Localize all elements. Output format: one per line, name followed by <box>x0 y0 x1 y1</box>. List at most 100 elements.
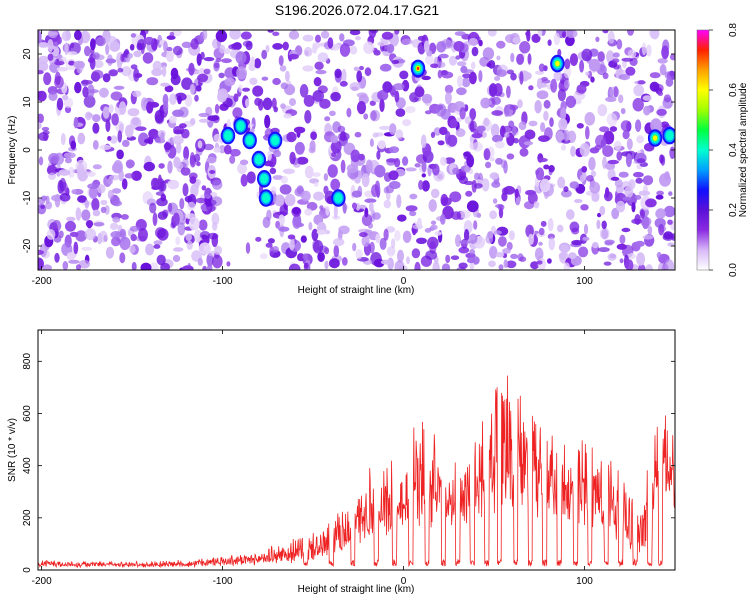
spectrogram-cell <box>155 227 166 239</box>
spectrogram-cell <box>99 144 112 150</box>
spectrogram-cell <box>367 222 373 229</box>
spectrogram-cell <box>580 204 589 211</box>
spectrogram-hot-spot <box>334 193 343 203</box>
spectrogram-cell <box>655 194 664 200</box>
spectrogram-cell <box>54 252 60 263</box>
spectrogram-cell <box>421 93 433 104</box>
spectrogram-cell <box>658 223 665 236</box>
spectrogram-cell <box>43 134 49 142</box>
spectrogram-cell <box>337 230 343 241</box>
spectrogram-cell <box>563 79 570 89</box>
y-tick-label: 0 <box>22 567 33 573</box>
spectrogram-cell <box>663 205 675 218</box>
spectrogram-cell <box>515 195 521 206</box>
spectrogram-cell <box>414 163 421 168</box>
spectrogram-cell <box>569 53 579 66</box>
spectrogram-hot-spot <box>260 173 269 184</box>
spectrogram-cell <box>466 154 475 168</box>
spectrogram-cell <box>417 42 426 55</box>
spectrogram-cell <box>54 75 64 89</box>
spectrogram-cell <box>279 65 287 72</box>
spectrogram-cell <box>469 261 475 270</box>
spectrogram-cell <box>299 84 309 98</box>
spectrogram-cell <box>84 111 92 121</box>
spectrogram-cell <box>38 249 44 256</box>
spectrogram-cell <box>339 43 351 57</box>
spectrogram-cell <box>605 96 617 102</box>
spectrogram-cell <box>111 113 119 126</box>
spectrogram-cell <box>395 129 404 140</box>
spectrogram-cell <box>597 104 608 117</box>
spectrogram-cell <box>245 242 251 254</box>
spectrogram-cell <box>606 50 615 64</box>
spectrogram-cell <box>565 95 577 109</box>
spectrogram-cell <box>75 230 87 242</box>
spectrogram-cell <box>182 265 194 270</box>
spectrogram-cell <box>150 177 159 190</box>
x-tick-label: -200 <box>32 276 52 287</box>
spectrogram-cell <box>626 138 633 151</box>
spectrogram-cell <box>206 156 217 164</box>
figure-title: S196.2026.072.04.17.G21 <box>275 2 439 18</box>
spectrogram-cell <box>622 130 630 140</box>
spectrogram-cell <box>355 36 361 41</box>
spectrogram-cell <box>638 190 651 196</box>
spectrogram-cell <box>146 77 159 86</box>
spectrogram-cell <box>195 85 202 92</box>
spectrogram-cell <box>576 84 587 94</box>
spectrogram-cell <box>469 233 478 245</box>
spectrogram-cell <box>86 171 96 177</box>
spectrogram-cell <box>175 236 181 246</box>
spectrogram-cell <box>440 156 447 166</box>
spectrogram-cell <box>255 236 262 242</box>
spectrogram-cell <box>153 244 161 249</box>
spectrogram-cell <box>351 190 362 198</box>
spectrogram-cell <box>379 237 387 250</box>
spectrogram-cell <box>166 35 176 40</box>
spectrogram-cell <box>603 30 609 34</box>
spectrogram-cell <box>130 116 142 130</box>
spectrogram-cell <box>170 67 179 80</box>
spectrogram-cell <box>538 241 543 246</box>
spectrogram-cell <box>642 234 654 240</box>
spectrogram-cell <box>487 231 494 239</box>
spectrogram-cell <box>625 66 636 76</box>
spectrogram-cell <box>180 167 191 176</box>
spectrogram-cell <box>377 90 389 101</box>
spectrogram-cell <box>641 42 647 56</box>
spectrogram-cell <box>289 151 296 165</box>
spectrogram-cell <box>386 246 396 257</box>
spectrogram-cell <box>493 83 503 97</box>
spectrogram-cell <box>83 95 96 108</box>
spectrogram-cell <box>75 264 82 270</box>
spectrogram-cell <box>67 51 78 56</box>
spectrogram-cell <box>172 254 181 263</box>
spectrogram-cell <box>560 189 572 198</box>
spectrogram-cell <box>133 50 142 58</box>
spectrogram-cell <box>361 173 370 188</box>
x-tick-label: 0 <box>401 576 407 587</box>
spectrogram-cell <box>130 33 137 38</box>
spectrogram-cell <box>561 144 566 151</box>
spectrogram-cell <box>607 159 619 165</box>
spectrogram-cell <box>337 125 346 133</box>
spectrogram-cell <box>73 241 79 255</box>
spectrogram-cell <box>536 90 549 100</box>
colorbar-tick-label: 0.4 <box>728 143 739 157</box>
spectrogram-cell <box>330 140 342 154</box>
spectrogram-cell <box>454 31 466 36</box>
spectrogram-cell <box>316 229 327 235</box>
spectrogram-cell <box>113 160 123 173</box>
spectrogram-cell <box>619 234 626 245</box>
spectrogram-cell <box>619 258 624 264</box>
spectrogram-cell <box>432 163 440 176</box>
spectrogram-cell <box>40 204 45 209</box>
spectrogram-cell <box>483 117 490 127</box>
spectrogram-cell <box>229 155 236 164</box>
spectrogram-cell <box>386 158 398 163</box>
spectrogram-cell <box>131 170 142 181</box>
spectrogram-cell <box>663 94 672 103</box>
spectrogram-cell <box>489 157 495 162</box>
spectrogram-cell <box>557 88 567 102</box>
